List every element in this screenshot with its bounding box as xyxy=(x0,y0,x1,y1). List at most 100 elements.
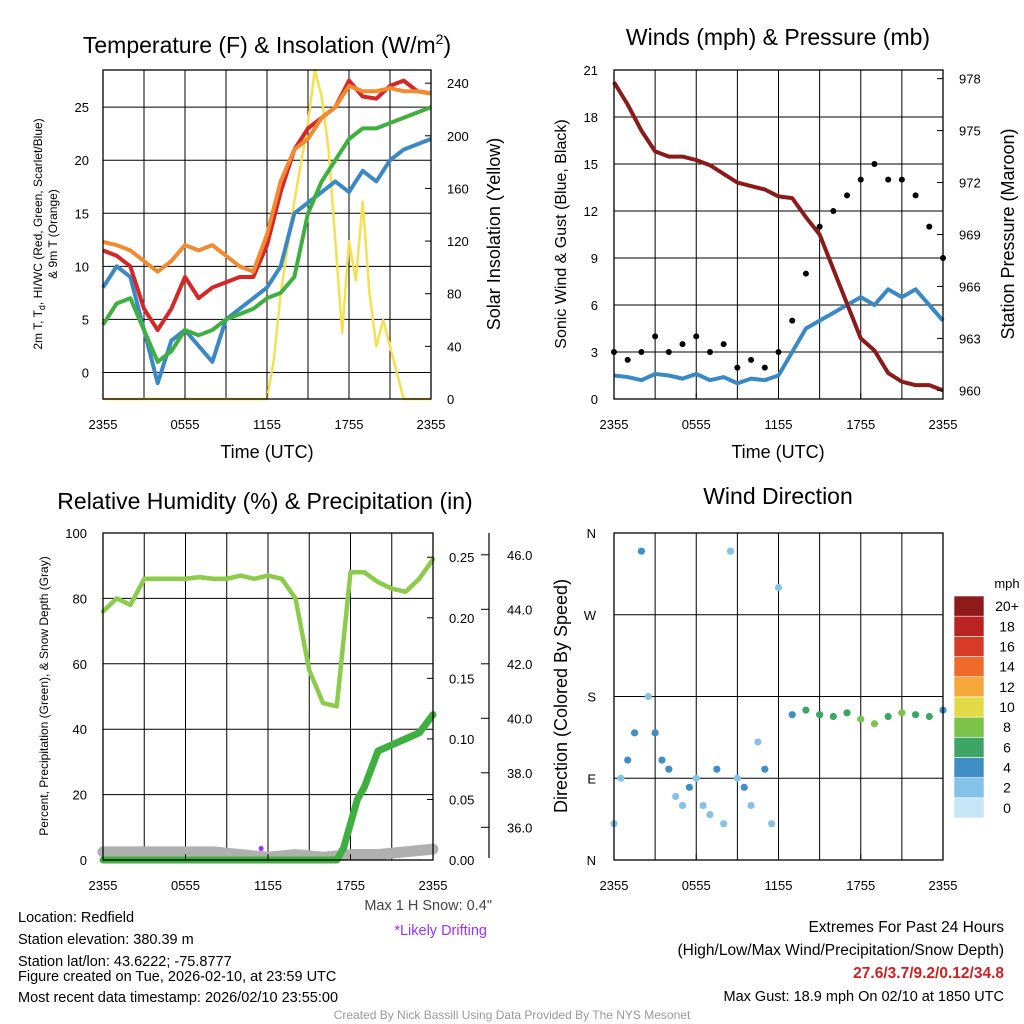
gust-point xyxy=(624,356,631,363)
series-line-2m-t xyxy=(102,78,432,333)
humidity-grid xyxy=(103,533,433,860)
colorbar-label: 10 xyxy=(999,699,1015,715)
colorbar-label: 8 xyxy=(1003,719,1011,735)
precip-tick-label: 0.25 xyxy=(449,550,474,565)
series-line-9m-t xyxy=(102,83,432,274)
series-line-insolation xyxy=(103,68,431,401)
gust-point xyxy=(857,176,864,183)
gust-point xyxy=(761,364,768,371)
direction-point xyxy=(658,756,666,764)
colorbar-swatch xyxy=(953,777,985,799)
drifting-note: *Likely Drifting xyxy=(394,923,487,939)
series-line-snow-depth xyxy=(97,843,439,863)
colorbar-label: 18 xyxy=(999,618,1015,634)
info-block: Location: Redfield Station elevation: 38… xyxy=(18,898,1004,1022)
wind-direction-title: Wind Direction xyxy=(703,483,853,509)
x-tick-label: 2355 xyxy=(929,878,958,893)
gust-point xyxy=(885,176,892,183)
gust-point xyxy=(734,364,741,371)
x-tick-label: 1755 xyxy=(846,878,875,893)
colorbar-label: 2 xyxy=(1003,780,1011,796)
temperature-series xyxy=(101,68,432,401)
gust-point xyxy=(638,349,645,355)
y-tick-label: 0 xyxy=(82,365,89,380)
direction-point xyxy=(651,729,659,737)
direction-point xyxy=(925,712,933,721)
direction-point xyxy=(829,712,837,721)
y-tick-label: 5 xyxy=(82,312,89,327)
y-right-tick-label: 975 xyxy=(959,124,981,139)
temperature-title: Temperature (F) & Insolation (W/m2) xyxy=(83,31,451,58)
max-snow-text: Max 1 H Snow: 0.4" xyxy=(364,898,492,914)
series-line-td xyxy=(101,105,432,364)
gust-point xyxy=(898,176,905,183)
colorbar-swatch xyxy=(953,595,985,617)
precip-tick-label: 0.15 xyxy=(449,671,474,686)
y-tick-label: 40 xyxy=(73,722,87,737)
colorbar-swatch xyxy=(953,656,985,678)
direction-point xyxy=(699,801,707,810)
direction-point xyxy=(630,729,639,737)
recent-data-text: Most recent data timestamp: 2026/02/10 2… xyxy=(18,990,338,1006)
direction-point xyxy=(706,810,714,819)
series-line-relative-humidity xyxy=(100,556,436,709)
direction-point xyxy=(637,547,646,555)
x-tick-label: 2355 xyxy=(929,417,958,432)
winds-title: Winds (mph) & Pressure (mb) xyxy=(626,24,930,50)
colorbar-swatch xyxy=(953,797,985,819)
location-text: Location: Redfield xyxy=(18,910,134,926)
precip-tick-label: 0.00 xyxy=(449,853,474,868)
gust-point xyxy=(775,349,782,355)
gust-point xyxy=(652,333,659,340)
humidity-ylabel: Percent, Precipitation (Green), & Snow D… xyxy=(37,556,51,835)
pressure-ylabel: Station Pressure (Maroon) xyxy=(998,128,1018,339)
direction-point xyxy=(665,765,673,773)
y-right-tick-label: 978 xyxy=(959,72,981,87)
direction-point xyxy=(644,692,652,701)
colorbar-swatch xyxy=(953,736,985,758)
x-tick-label: 1155 xyxy=(253,417,281,432)
direction-point xyxy=(788,711,796,719)
gust-point xyxy=(665,349,672,355)
y-tick-label: 20 xyxy=(75,153,89,168)
winds-ticks: 2355 0555 1155 1755 235503691215182196096396… xyxy=(584,63,981,432)
wind-direction-points xyxy=(610,547,947,828)
colorbar-swatch xyxy=(953,676,985,698)
gust-point xyxy=(830,208,837,214)
gust-point xyxy=(844,192,851,199)
y-tick-label: 20 xyxy=(73,788,87,803)
direction-point xyxy=(870,720,879,728)
temperature-panel: Temperature (F) & Insolation (W/m2) 2355… xyxy=(31,31,504,462)
y-tick-label: 0 xyxy=(80,853,87,868)
y-right-tick-label: 160 xyxy=(447,181,469,196)
y-tick-label: W xyxy=(584,608,597,623)
colorbar-label: 4 xyxy=(1003,760,1011,776)
colorbar-label: 12 xyxy=(999,679,1015,695)
precip-tick-label: 0.10 xyxy=(449,732,474,747)
direction-point xyxy=(898,709,906,717)
humidity-title: Relative Humidity (%) & Precipitation (i… xyxy=(57,488,472,514)
x-tick-label: 1755 xyxy=(846,417,875,432)
wind-direction-grid xyxy=(614,533,943,860)
snow-tick-label: 40.0 xyxy=(507,711,532,726)
colorbar-swatch xyxy=(953,636,985,657)
direction-point xyxy=(713,765,721,773)
insolation-ylabel: Solar Insolation (Yellow) xyxy=(484,138,504,330)
x-tick-label: 2355 xyxy=(89,417,118,432)
x-tick-label: 0555 xyxy=(171,417,200,432)
humidity-series xyxy=(97,556,439,864)
colorbar-label: 16 xyxy=(999,638,1015,654)
extremes-title: Extremes For Past 24 Hours xyxy=(808,919,1004,936)
precip-tick-label: 0.05 xyxy=(449,792,474,807)
colorbar-title: mph xyxy=(994,576,1019,591)
x-tick-label: 1755 xyxy=(336,878,365,893)
direction-point xyxy=(884,712,892,721)
series-line-sonic-wind xyxy=(613,287,945,386)
temperature-grid xyxy=(103,70,431,399)
y-right-tick-label: 960 xyxy=(959,383,981,398)
series-line-wc xyxy=(101,137,432,386)
y-tick-label: N xyxy=(587,526,596,541)
direction-point xyxy=(672,792,680,801)
x-tick-label: 0555 xyxy=(682,878,711,893)
x-tick-label: 2355 xyxy=(600,417,629,432)
